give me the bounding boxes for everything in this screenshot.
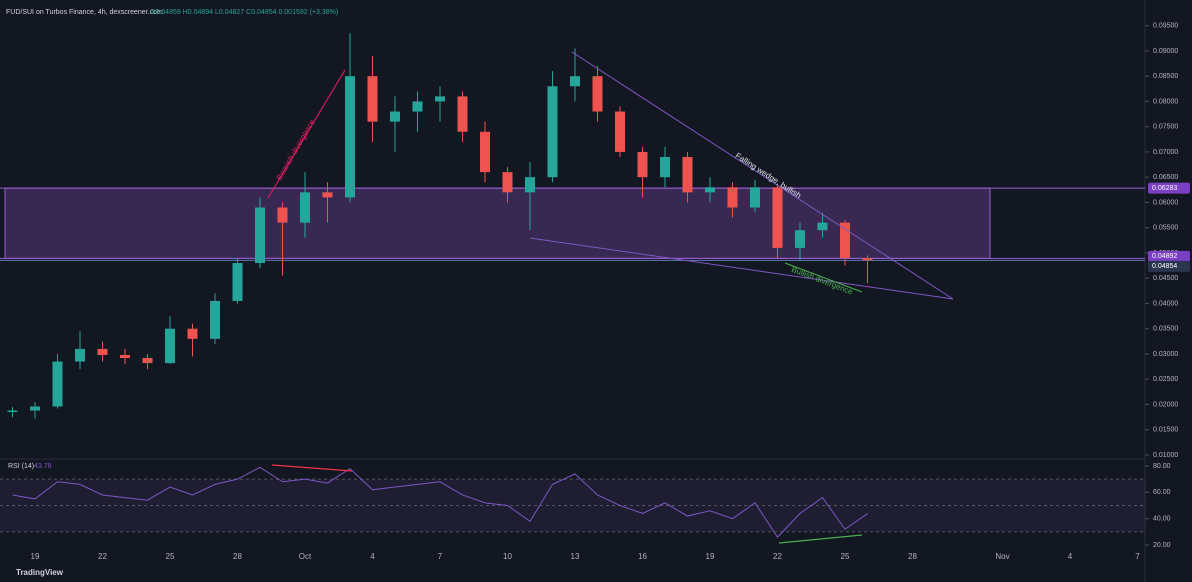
candle-body: [682, 156, 693, 193]
x-tick-label: 16: [638, 552, 647, 561]
candle-body: [795, 230, 805, 248]
candle-body: [705, 187, 715, 193]
x-tick-label: Oct: [299, 552, 312, 561]
candle-body: [52, 361, 63, 407]
rsi-bullish-line: [778, 534, 863, 544]
y-tick-label: 0.06000: [1153, 199, 1178, 206]
candle-body: [367, 76, 378, 122]
y-tick-label: 80.00: [1153, 463, 1171, 470]
candle-body: [637, 151, 648, 178]
candle-body: [75, 348, 85, 362]
y-tick-label: 40.00: [1153, 516, 1171, 523]
brand: TradingView: [16, 568, 64, 577]
wedge-upper: [571, 51, 954, 300]
wedge-lower: [529, 237, 954, 300]
x-tick-label: 25: [841, 552, 850, 561]
x-tick-label: 7: [1135, 552, 1140, 561]
x-tick-label: 4: [1068, 552, 1073, 561]
y-tick-label: 0.09500: [1153, 23, 1178, 30]
candle-body: [592, 76, 603, 112]
bearish-line: [267, 69, 346, 199]
candle-body: [232, 263, 243, 301]
rsi-line: [12, 466, 868, 538]
x-tick-label: 19: [706, 552, 715, 561]
candle-body: [120, 354, 130, 358]
x-tick-label: 25: [166, 552, 175, 561]
candle-body: [862, 258, 873, 261]
candle-body: [187, 328, 198, 339]
rsi-value: 43.78: [34, 463, 52, 470]
y-tick-label: 0.05500: [1153, 225, 1178, 232]
candle-body: [210, 300, 220, 339]
y-tick-label: 0.01000: [1153, 452, 1178, 459]
y-tick-label: 20.00: [1153, 542, 1171, 549]
candle-body: [345, 76, 355, 198]
rsi-bearish-line: [271, 464, 353, 472]
x-tick-label: 7: [438, 552, 443, 561]
y-tick-label: 60.00: [1153, 489, 1171, 496]
candle-body: [7, 410, 18, 413]
price-label: 0.04892: [1152, 253, 1177, 260]
price-label-box: [1148, 260, 1190, 272]
x-tick-label: 22: [98, 552, 107, 561]
bullish-line: [784, 262, 863, 293]
y-tick-label: 0.07500: [1153, 124, 1178, 131]
y-tick-label: 0.08000: [1153, 98, 1178, 105]
candle-body: [322, 192, 333, 198]
candle-body: [817, 222, 828, 231]
y-tick-label: 0.07000: [1153, 149, 1178, 156]
y-tick-label: 0.02000: [1153, 401, 1178, 408]
candle-body: [277, 207, 288, 223]
y-tick-label: 0.06500: [1153, 174, 1178, 181]
candle-body: [547, 86, 558, 178]
x-tick-label: 28: [908, 552, 917, 561]
x-tick-label: 22: [773, 552, 782, 561]
x-tick-label: 28: [233, 552, 242, 561]
candle-body: [412, 101, 423, 112]
price-label-box: [1148, 182, 1190, 194]
candle-body: [142, 358, 153, 364]
y-tick-label: 0.09000: [1153, 48, 1178, 55]
candle-body: [840, 222, 850, 258]
candle-body: [30, 406, 40, 411]
y-tick-label: 0.04500: [1153, 275, 1178, 282]
x-tick-label: 13: [571, 552, 580, 561]
price-label-box: [1148, 250, 1190, 262]
candle-body: [435, 96, 445, 102]
candle-body: [300, 192, 310, 223]
price-label: 0.04854: [1152, 263, 1177, 270]
y-tick-label: 0.04000: [1153, 300, 1178, 307]
y-tick-label: 0.03000: [1153, 351, 1178, 358]
candle-body: [502, 172, 513, 193]
candle-body: [457, 96, 468, 132]
candle-body: [255, 207, 265, 264]
candle-body: [390, 111, 400, 122]
candle-body: [750, 187, 760, 208]
y-tick-label: 0.02500: [1153, 376, 1178, 383]
candle-body: [570, 76, 580, 87]
candle-body: [97, 348, 108, 355]
candle-body: [772, 187, 783, 248]
candle-body: [525, 177, 535, 193]
price-label: 0.06283: [1152, 185, 1177, 192]
y-tick-label: 0.01500: [1153, 427, 1178, 434]
candle-body: [615, 111, 625, 152]
chart-title: FUD/SUI on Turbos Finance, 4h, dexscreen…: [6, 9, 163, 16]
candle-body: [480, 131, 490, 173]
x-tick-label: Nov: [995, 552, 1009, 561]
ohlc-text: O0.04859 H0.04894 L0.04827 C0.04854 0.00…: [150, 9, 338, 16]
x-tick-label: 19: [31, 552, 40, 561]
y-tick-label: 0.03500: [1153, 326, 1178, 333]
x-tick-label: 4: [370, 552, 375, 561]
rsi-title: RSI (14): [8, 463, 34, 470]
candle-body: [660, 156, 670, 178]
candle-body: [165, 328, 175, 364]
candle-body: [727, 187, 738, 208]
y-tick-label: 0.08500: [1153, 73, 1178, 80]
x-tick-label: 10: [503, 552, 512, 561]
